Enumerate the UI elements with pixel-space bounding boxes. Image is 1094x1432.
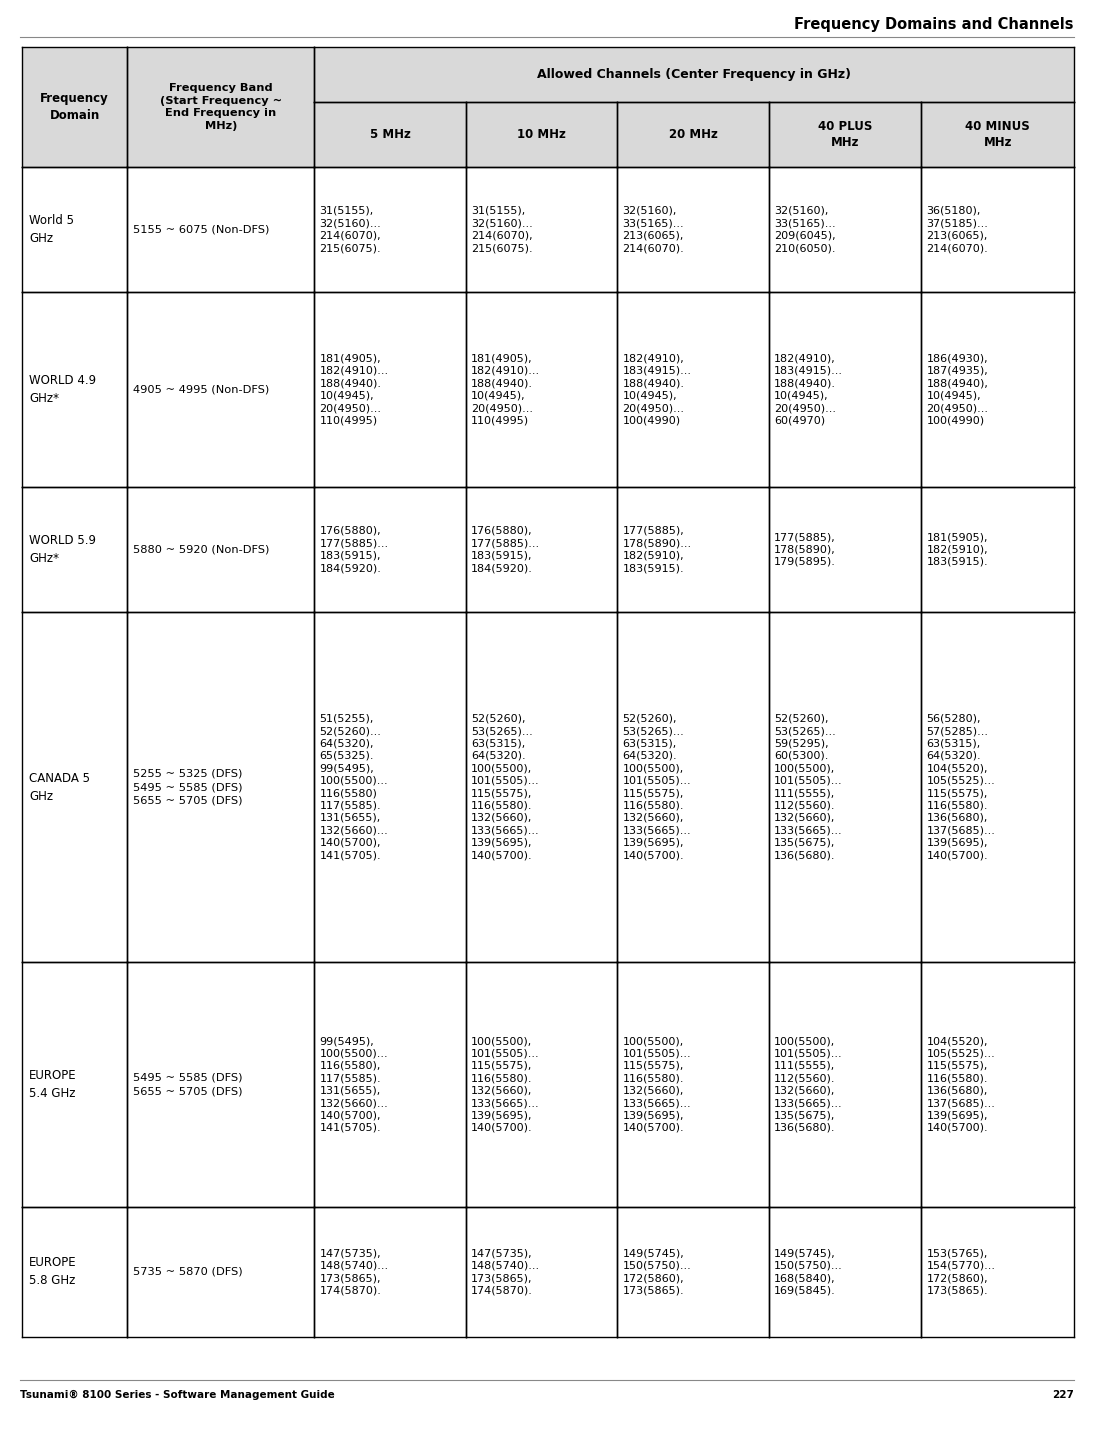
Bar bbox=[127, 47, 314, 168]
Text: 100(5500),
101(5505)...
115(5575),
116(5580).
132(5660),
133(5665)...
139(5695),: 100(5500), 101(5505)... 115(5575), 116(5… bbox=[470, 1037, 539, 1133]
Bar bbox=[314, 292, 466, 487]
Bar bbox=[617, 611, 769, 962]
Bar bbox=[769, 292, 921, 487]
Text: Frequency Band
(Start Frequency ~
End Frequency in
MHz): Frequency Band (Start Frequency ~ End Fr… bbox=[160, 83, 282, 130]
Bar bbox=[22, 611, 127, 962]
Bar bbox=[314, 1207, 466, 1337]
Text: CANADA 5
GHz: CANADA 5 GHz bbox=[30, 772, 90, 802]
Bar bbox=[22, 292, 127, 487]
Bar bbox=[769, 962, 921, 1207]
Bar bbox=[22, 487, 127, 611]
Bar bbox=[466, 102, 617, 168]
Text: 52(5260),
53(5265)...
59(5295),
60(5300).
100(5500),
101(5505)...
111(5555),
112: 52(5260), 53(5265)... 59(5295), 60(5300)… bbox=[773, 713, 842, 861]
Bar bbox=[314, 47, 1074, 102]
Text: 149(5745),
150(5750)...
172(5860),
173(5865).: 149(5745), 150(5750)... 172(5860), 173(5… bbox=[622, 1249, 691, 1296]
Text: 176(5880),
177(5885)...
183(5915),
184(5920).: 176(5880), 177(5885)... 183(5915), 184(5… bbox=[319, 526, 388, 573]
Bar bbox=[921, 1207, 1074, 1337]
Bar bbox=[466, 292, 617, 487]
Text: 36(5180),
37(5185)...
213(6065),
214(6070).: 36(5180), 37(5185)... 213(6065), 214(607… bbox=[927, 206, 988, 253]
Text: 56(5280),
57(5285)...
63(5315),
64(5320).
104(5520),
105(5525)...
115(5575),
116: 56(5280), 57(5285)... 63(5315), 64(5320)… bbox=[927, 713, 996, 861]
Bar bbox=[921, 102, 1074, 168]
Bar bbox=[617, 168, 769, 292]
Text: 181(5905),
182(5910),
183(5915).: 181(5905), 182(5910), 183(5915). bbox=[927, 533, 988, 567]
Bar bbox=[127, 962, 314, 1207]
Text: Tsunami® 8100 Series - Software Management Guide: Tsunami® 8100 Series - Software Manageme… bbox=[20, 1390, 335, 1400]
Text: 153(5765),
154(5770)...
172(5860),
173(5865).: 153(5765), 154(5770)... 172(5860), 173(5… bbox=[927, 1249, 996, 1296]
Text: 5735 ~ 5870 (DFS): 5735 ~ 5870 (DFS) bbox=[133, 1267, 243, 1277]
Bar bbox=[921, 292, 1074, 487]
Bar bbox=[921, 611, 1074, 962]
Text: 5155 ~ 6075 (Non-DFS): 5155 ~ 6075 (Non-DFS) bbox=[133, 225, 269, 235]
Text: 177(5885),
178(5890),
179(5895).: 177(5885), 178(5890), 179(5895). bbox=[773, 533, 836, 567]
Text: 177(5885),
178(5890)...
182(5910),
183(5915).: 177(5885), 178(5890)... 182(5910), 183(5… bbox=[622, 526, 691, 573]
Text: 32(5160),
33(5165)...
209(6045),
210(6050).: 32(5160), 33(5165)... 209(6045), 210(605… bbox=[773, 206, 836, 253]
Bar bbox=[314, 487, 466, 611]
Text: 5495 ~ 5585 (DFS)
5655 ~ 5705 (DFS): 5495 ~ 5585 (DFS) 5655 ~ 5705 (DFS) bbox=[133, 1073, 243, 1095]
Bar bbox=[127, 168, 314, 292]
Bar bbox=[466, 168, 617, 292]
Text: 20 MHz: 20 MHz bbox=[668, 127, 718, 140]
Bar bbox=[617, 962, 769, 1207]
Text: 182(4910),
183(4915)...
188(4940).
10(4945),
20(4950)...
100(4990): 182(4910), 183(4915)... 188(4940). 10(49… bbox=[622, 354, 691, 425]
Text: 40 PLUS
MHz: 40 PLUS MHz bbox=[818, 120, 872, 149]
Bar bbox=[769, 487, 921, 611]
Text: 40 MINUS
MHz: 40 MINUS MHz bbox=[965, 120, 1031, 149]
Bar bbox=[466, 1207, 617, 1337]
Text: WORLD 4.9
GHz*: WORLD 4.9 GHz* bbox=[30, 374, 96, 405]
Bar bbox=[22, 168, 127, 292]
Text: 4905 ~ 4995 (Non-DFS): 4905 ~ 4995 (Non-DFS) bbox=[133, 385, 269, 394]
Text: 104(5520),
105(5525)...
115(5575),
116(5580).
136(5680),
137(5685)...
139(5695),: 104(5520), 105(5525)... 115(5575), 116(5… bbox=[927, 1037, 996, 1133]
Bar bbox=[921, 487, 1074, 611]
Bar bbox=[617, 102, 769, 168]
Text: 227: 227 bbox=[1052, 1390, 1074, 1400]
Text: EUROPE
5.4 GHz: EUROPE 5.4 GHz bbox=[30, 1070, 77, 1100]
Text: 51(5255),
52(5260)...
64(5320),
65(5325).
99(5495),
100(5500)...
116(5580)
117(5: 51(5255), 52(5260)... 64(5320), 65(5325)… bbox=[319, 713, 388, 861]
Text: 182(4910),
183(4915)...
188(4940).
10(4945),
20(4950)...
60(4970): 182(4910), 183(4915)... 188(4940). 10(49… bbox=[773, 354, 842, 425]
Text: World 5
GHz: World 5 GHz bbox=[30, 213, 74, 245]
Text: 100(5500),
101(5505)...
111(5555),
112(5560).
132(5660),
133(5665)...
135(5675),: 100(5500), 101(5505)... 111(5555), 112(5… bbox=[773, 1037, 842, 1133]
Bar bbox=[127, 292, 314, 487]
Bar bbox=[617, 292, 769, 487]
Text: 5880 ~ 5920 (Non-DFS): 5880 ~ 5920 (Non-DFS) bbox=[133, 544, 269, 554]
Bar bbox=[466, 611, 617, 962]
Text: 147(5735),
148(5740)...
173(5865),
174(5870).: 147(5735), 148(5740)... 173(5865), 174(5… bbox=[470, 1249, 540, 1296]
Bar bbox=[314, 102, 466, 168]
Bar bbox=[769, 611, 921, 962]
Bar bbox=[127, 1207, 314, 1337]
Bar bbox=[314, 611, 466, 962]
Text: Frequency
Domain: Frequency Domain bbox=[40, 92, 109, 122]
Bar bbox=[921, 168, 1074, 292]
Bar bbox=[314, 168, 466, 292]
Bar bbox=[466, 962, 617, 1207]
Text: 181(4905),
182(4910)...
188(4940).
10(4945),
20(4950)...
110(4995): 181(4905), 182(4910)... 188(4940). 10(49… bbox=[319, 354, 388, 425]
Bar bbox=[22, 962, 127, 1207]
Text: 5255 ~ 5325 (DFS)
5495 ~ 5585 (DFS)
5655 ~ 5705 (DFS): 5255 ~ 5325 (DFS) 5495 ~ 5585 (DFS) 5655… bbox=[133, 769, 243, 805]
Text: 149(5745),
150(5750)...
168(5840),
169(5845).: 149(5745), 150(5750)... 168(5840), 169(5… bbox=[773, 1249, 842, 1296]
Text: EUROPE
5.8 GHz: EUROPE 5.8 GHz bbox=[30, 1256, 77, 1287]
Text: 52(5260),
53(5265)...
63(5315),
64(5320).
100(5500),
101(5505)...
115(5575),
116: 52(5260), 53(5265)... 63(5315), 64(5320)… bbox=[622, 713, 691, 861]
Bar bbox=[617, 487, 769, 611]
Text: Frequency Domains and Channels: Frequency Domains and Channels bbox=[794, 17, 1074, 32]
Text: 5 MHz: 5 MHz bbox=[370, 127, 410, 140]
Bar bbox=[921, 962, 1074, 1207]
Bar bbox=[127, 487, 314, 611]
Text: 10 MHz: 10 MHz bbox=[517, 127, 566, 140]
Bar bbox=[769, 168, 921, 292]
Text: 100(5500),
101(5505)...
115(5575),
116(5580).
132(5660),
133(5665)...
139(5695),: 100(5500), 101(5505)... 115(5575), 116(5… bbox=[622, 1037, 691, 1133]
Bar bbox=[466, 487, 617, 611]
Text: 186(4930),
187(4935),
188(4940),
10(4945),
20(4950)...
100(4990): 186(4930), 187(4935), 188(4940), 10(4945… bbox=[927, 354, 989, 425]
Text: 147(5735),
148(5740)...
173(5865),
174(5870).: 147(5735), 148(5740)... 173(5865), 174(5… bbox=[319, 1249, 388, 1296]
Bar bbox=[617, 1207, 769, 1337]
Bar bbox=[22, 47, 127, 168]
Text: WORLD 5.9
GHz*: WORLD 5.9 GHz* bbox=[30, 534, 96, 566]
Text: 176(5880),
177(5885)...
183(5915),
184(5920).: 176(5880), 177(5885)... 183(5915), 184(5… bbox=[470, 526, 540, 573]
Bar bbox=[127, 611, 314, 962]
Text: Allowed Channels (Center Frequency in GHz): Allowed Channels (Center Frequency in GH… bbox=[537, 67, 851, 82]
Text: 31(5155),
32(5160)...
214(6070),
215(6075).: 31(5155), 32(5160)... 214(6070), 215(607… bbox=[470, 206, 533, 253]
Text: 52(5260),
53(5265)...
63(5315),
64(5320).
100(5500),
101(5505)...
115(5575),
116: 52(5260), 53(5265)... 63(5315), 64(5320)… bbox=[470, 713, 539, 861]
Bar bbox=[314, 962, 466, 1207]
Bar bbox=[22, 1207, 127, 1337]
Text: 181(4905),
182(4910)...
188(4940).
10(4945),
20(4950)...
110(4995): 181(4905), 182(4910)... 188(4940). 10(49… bbox=[470, 354, 540, 425]
Text: 99(5495),
100(5500)...
116(5580),
117(5585).
131(5655),
132(5660)...
140(5700),
: 99(5495), 100(5500)... 116(5580), 117(55… bbox=[319, 1037, 388, 1133]
Text: 32(5160),
33(5165)...
213(6065),
214(6070).: 32(5160), 33(5165)... 213(6065), 214(607… bbox=[622, 206, 684, 253]
